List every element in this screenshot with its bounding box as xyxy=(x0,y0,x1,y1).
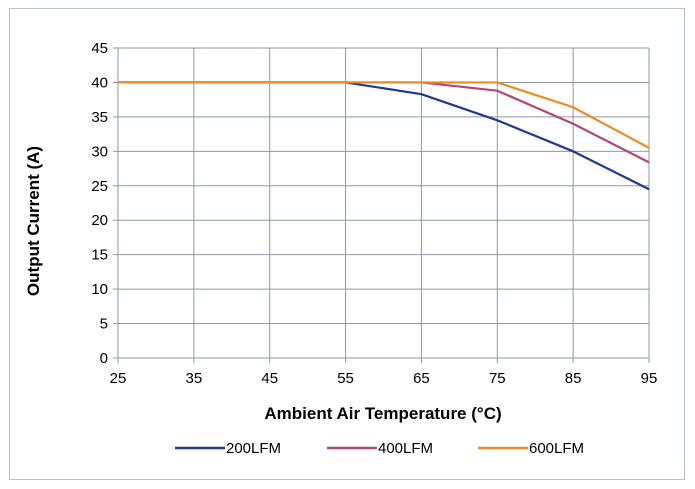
y-tick-label: 10 xyxy=(91,281,108,298)
x-tick-label: 35 xyxy=(186,370,203,387)
chart-frame xyxy=(9,8,685,480)
x-tick-label: 95 xyxy=(641,370,658,387)
x-tick-label: 45 xyxy=(261,370,278,387)
series-line-600lfm xyxy=(118,81,650,149)
x-tick-label: 85 xyxy=(565,370,582,387)
x-tick-label: 75 xyxy=(489,370,506,387)
y-axis-title: Output Current (A) xyxy=(24,146,43,296)
x-tick-label: 65 xyxy=(413,370,430,387)
y-tick-label: 5 xyxy=(100,316,108,333)
y-tick-label: 40 xyxy=(91,74,108,91)
y-tick-label: 15 xyxy=(91,247,108,264)
y-tick-label: 30 xyxy=(91,143,108,160)
x-tick-label: 55 xyxy=(337,370,354,387)
y-tick-label: 20 xyxy=(91,212,108,229)
y-tick-label: 0 xyxy=(100,350,108,367)
legend-label: 200LFM xyxy=(226,440,281,457)
axes xyxy=(113,47,650,363)
legend-label: 400LFM xyxy=(378,440,433,457)
y-tick-label: 25 xyxy=(91,178,108,195)
y-tick-label: 35 xyxy=(91,109,108,126)
legend: 200LFM 400LFM 600LFM xyxy=(175,440,584,457)
y-tick-label: 45 xyxy=(91,40,108,57)
x-axis-title: Ambient Air Temperature (°C) xyxy=(264,404,501,423)
legend-label: 600LFM xyxy=(529,440,584,457)
tick-labels: 0 5 10 15 20 25 30 35 40 45 25 35 45 55 65 75 85 95 xyxy=(91,40,657,387)
series-line-200lfm xyxy=(118,81,650,191)
series-lines xyxy=(118,81,650,191)
x-tick-label: 25 xyxy=(110,370,127,387)
gridlines xyxy=(117,47,650,358)
